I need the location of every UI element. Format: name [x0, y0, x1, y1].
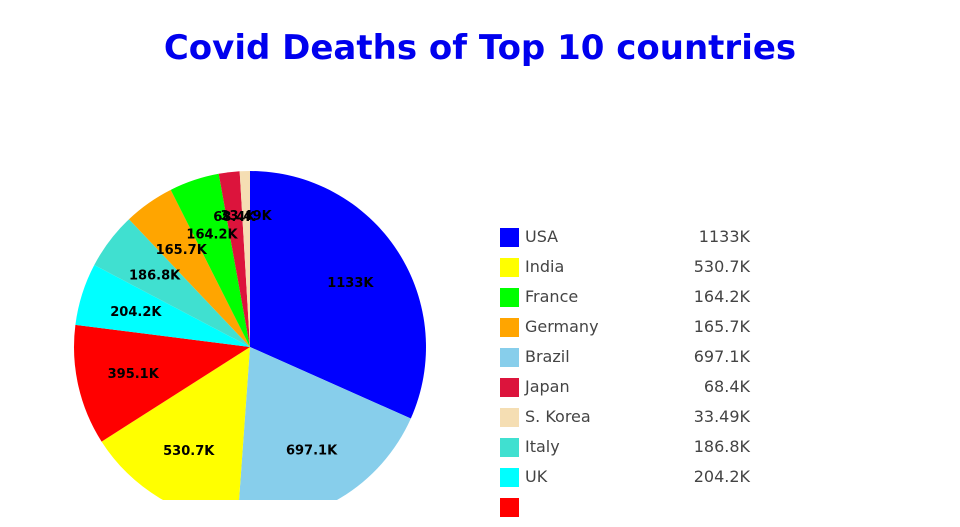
legend-item-brazil[interactable]: Brazil 697.1K — [500, 347, 760, 377]
legend-item-unlabeled-9[interactable] — [500, 497, 760, 527]
pie-slice-uk[interactable] — [75, 264, 250, 347]
slice-label-japan: 68.4K — [213, 210, 256, 225]
legend-item-s-korea[interactable]: S. Korea 33.49K — [500, 407, 760, 437]
pie-slice-india[interactable] — [101, 347, 250, 500]
pie-slice-brazil[interactable] — [237, 347, 411, 500]
legend-item-usa[interactable]: USA 1133K — [500, 227, 760, 257]
legend-item-italy[interactable]: Italy 186.8K — [500, 437, 760, 467]
slice-label-france: 164.2K — [186, 228, 238, 243]
pie-slices — [73, 171, 427, 500]
legend-value: 186.8K — [693, 437, 750, 456]
pie-slice-unlabeled-3[interactable] — [73, 324, 250, 442]
legend-item-france[interactable]: France 164.2K — [500, 287, 760, 317]
slice-label-germany: 165.7K — [156, 243, 208, 258]
legend-swatch — [500, 258, 519, 277]
slice-label-uk: 204.2K — [110, 305, 162, 320]
slice-label-unlabeled-3: 395.1K — [108, 367, 160, 382]
slice-label-brazil: 697.1K — [286, 444, 338, 459]
legend-value: 68.4K — [703, 377, 750, 396]
pie-slice-s-korea[interactable] — [239, 171, 250, 347]
legend-label: USA — [525, 227, 559, 246]
pie-labels: 1133K 697.1K 530.7K 395.1K 204.2K 186.8K 165.7… — [108, 209, 375, 459]
legend-value: 164.2K — [693, 287, 750, 306]
chart-title: Covid Deaths of Top 10 countries — [163, 28, 797, 68]
legend-item-japan[interactable]: Japan 68.4K — [500, 377, 760, 407]
legend-label: Germany — [525, 317, 599, 336]
slice-label-s-korea: 33.49K — [221, 209, 273, 224]
legend-label: Japan — [525, 377, 570, 396]
legend-swatch — [500, 348, 519, 367]
legend-label: Italy — [525, 437, 560, 456]
slice-label-india: 530.7K — [163, 444, 215, 459]
legend-swatch — [500, 288, 519, 307]
legend-value: 530.7K — [693, 257, 750, 276]
legend-value: 33.49K — [693, 407, 750, 426]
pie-slice-germany[interactable] — [128, 189, 250, 347]
legend-label: UK — [525, 467, 548, 486]
legend-label: Brazil — [525, 347, 570, 366]
legend-swatch — [500, 228, 519, 247]
pie-chart: 1133K 697.1K 530.7K 395.1K 204.2K 186.8K 165.7… — [73, 171, 427, 500]
legend-label: S. Korea — [525, 407, 591, 426]
legend-value: 165.7K — [693, 317, 750, 336]
legend-item-uk[interactable]: UK 204.2K — [500, 467, 760, 497]
legend: USA 1133K India 530.7K France 164.2K Germany 16… — [500, 227, 760, 527]
legend-swatch — [500, 408, 519, 427]
legend-item-india[interactable]: India 530.7K — [500, 257, 760, 287]
legend-swatch — [500, 318, 519, 337]
legend-swatch — [500, 468, 519, 487]
legend-value: 204.2K — [693, 467, 750, 486]
legend-swatch — [500, 438, 519, 457]
legend-value: 697.1K — [693, 347, 750, 366]
legend-value: 1133K — [698, 227, 750, 246]
pie-slice-usa[interactable] — [250, 171, 427, 419]
legend-swatch — [500, 498, 519, 517]
legend-item-germany[interactable]: Germany 165.7K — [500, 317, 760, 347]
legend-swatch — [500, 378, 519, 397]
pie-slice-italy[interactable] — [94, 219, 250, 347]
legend-label: India — [525, 257, 565, 276]
pie-slice-france[interactable] — [170, 173, 250, 347]
slice-label-italy: 186.8K — [129, 269, 181, 284]
slice-label-usa: 1133K — [327, 276, 374, 291]
legend-label: France — [525, 287, 579, 306]
pie-slice-japan[interactable] — [218, 171, 250, 347]
